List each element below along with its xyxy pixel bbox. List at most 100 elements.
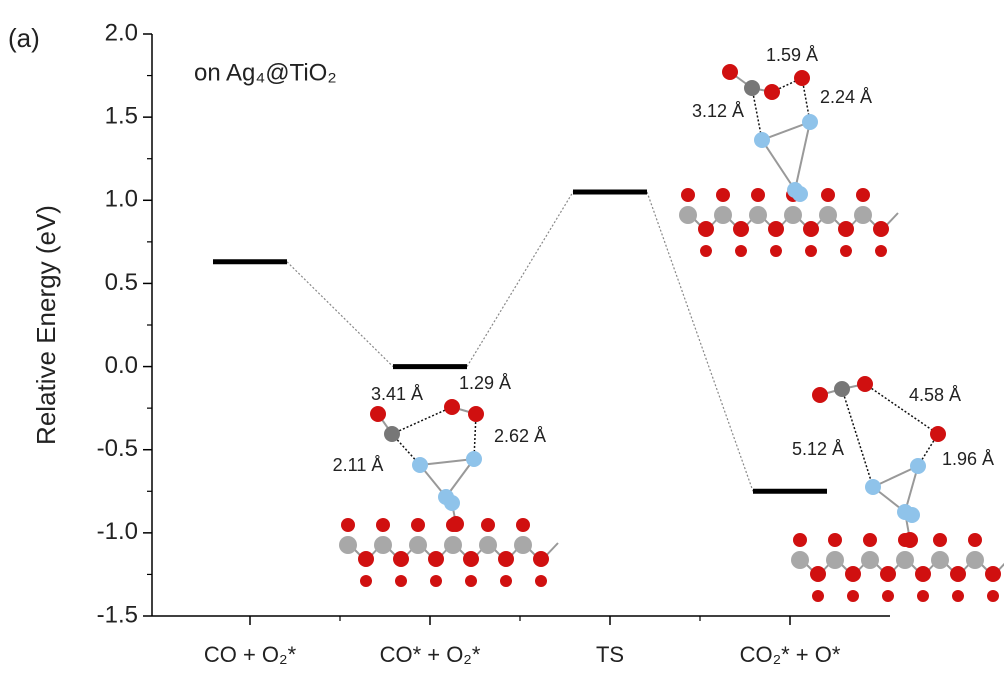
atom <box>735 245 747 257</box>
atom <box>700 245 712 257</box>
atom <box>444 399 460 415</box>
atom <box>810 566 826 582</box>
atom <box>479 536 497 554</box>
atom <box>395 575 407 587</box>
atom <box>466 451 482 467</box>
atom <box>768 221 784 237</box>
atom <box>904 507 920 523</box>
atom <box>733 221 749 237</box>
atom <box>751 188 765 202</box>
atom <box>985 566 1001 582</box>
atom <box>794 70 810 86</box>
atom <box>393 551 409 567</box>
atom <box>915 566 931 582</box>
atom <box>358 551 374 567</box>
atom <box>857 376 873 392</box>
distance-label: 2.11 Å <box>333 455 384 475</box>
atom <box>749 206 767 224</box>
bond <box>761 121 811 141</box>
atom <box>468 406 484 422</box>
atom <box>933 533 947 547</box>
atom <box>770 245 782 257</box>
atom <box>722 64 738 80</box>
connector <box>646 191 754 492</box>
atom <box>376 518 390 532</box>
connector <box>466 191 574 367</box>
atom <box>698 221 714 237</box>
y-tick-label: 2.0 <box>105 19 138 46</box>
atom <box>865 479 881 495</box>
atom <box>845 566 861 582</box>
atom <box>411 518 425 532</box>
atom <box>863 533 877 547</box>
atom <box>430 575 442 587</box>
atom <box>370 406 386 422</box>
atom <box>930 426 946 442</box>
atom <box>681 188 695 202</box>
atom <box>802 114 818 130</box>
atom <box>819 206 837 224</box>
atom <box>679 206 697 224</box>
y-tick-label: 0.5 <box>105 269 138 296</box>
atom <box>428 551 444 567</box>
distance-label: 3.12 Å <box>692 101 744 121</box>
atom <box>840 245 852 257</box>
atom <box>481 518 495 532</box>
atom <box>448 516 464 532</box>
atom <box>896 551 914 569</box>
dotted-bond <box>391 433 421 466</box>
y-tick-label: -1.5 <box>97 601 138 628</box>
atom <box>803 221 819 237</box>
distance-label: 5.12 Å <box>792 439 844 459</box>
atom <box>444 495 460 511</box>
atom <box>341 518 355 532</box>
atom <box>791 551 809 569</box>
y-tick-label: -0.5 <box>97 435 138 462</box>
atom <box>880 566 896 582</box>
y-tick-label: -1.0 <box>97 518 138 545</box>
x-tick-label: CO + O₂* <box>204 642 297 667</box>
atom <box>812 387 828 403</box>
atom <box>931 551 949 569</box>
atom <box>805 245 817 257</box>
atom <box>968 533 982 547</box>
atom <box>952 590 964 602</box>
distance-label: 1.96 Å <box>942 449 994 469</box>
bond <box>419 458 475 466</box>
y-tick-label: 1.5 <box>105 102 138 129</box>
atom <box>784 206 802 224</box>
atom <box>875 245 887 257</box>
bond <box>872 465 919 488</box>
distance-label: 3.41 Å <box>371 384 423 404</box>
atom <box>535 575 547 587</box>
atom <box>861 551 879 569</box>
dotted-bond <box>864 383 939 435</box>
atom <box>821 188 835 202</box>
dotted-bond <box>391 406 453 435</box>
atom <box>498 551 514 567</box>
y-axis-label: Relative Energy (eV) <box>31 205 61 445</box>
atom <box>873 221 889 237</box>
atom <box>516 518 530 532</box>
atom <box>500 575 512 587</box>
atom <box>812 590 824 602</box>
bond <box>794 121 811 191</box>
distance-label: 2.24 Å <box>820 87 872 107</box>
atom <box>966 551 984 569</box>
atom <box>882 590 894 602</box>
dotted-bond <box>751 87 763 141</box>
distance-label: 2.62 Å <box>494 426 546 446</box>
atom <box>339 536 357 554</box>
y-tick-label: 0.0 <box>105 352 138 379</box>
atom <box>533 551 549 567</box>
chart-title: on Ag₄@TiO₂ <box>194 59 337 86</box>
atom <box>793 533 807 547</box>
bond <box>761 139 796 191</box>
atom <box>744 80 760 96</box>
atom <box>463 551 479 567</box>
atom <box>514 536 532 554</box>
atom <box>910 458 926 474</box>
atom <box>754 132 770 148</box>
atom <box>384 426 400 442</box>
atom <box>856 188 870 202</box>
